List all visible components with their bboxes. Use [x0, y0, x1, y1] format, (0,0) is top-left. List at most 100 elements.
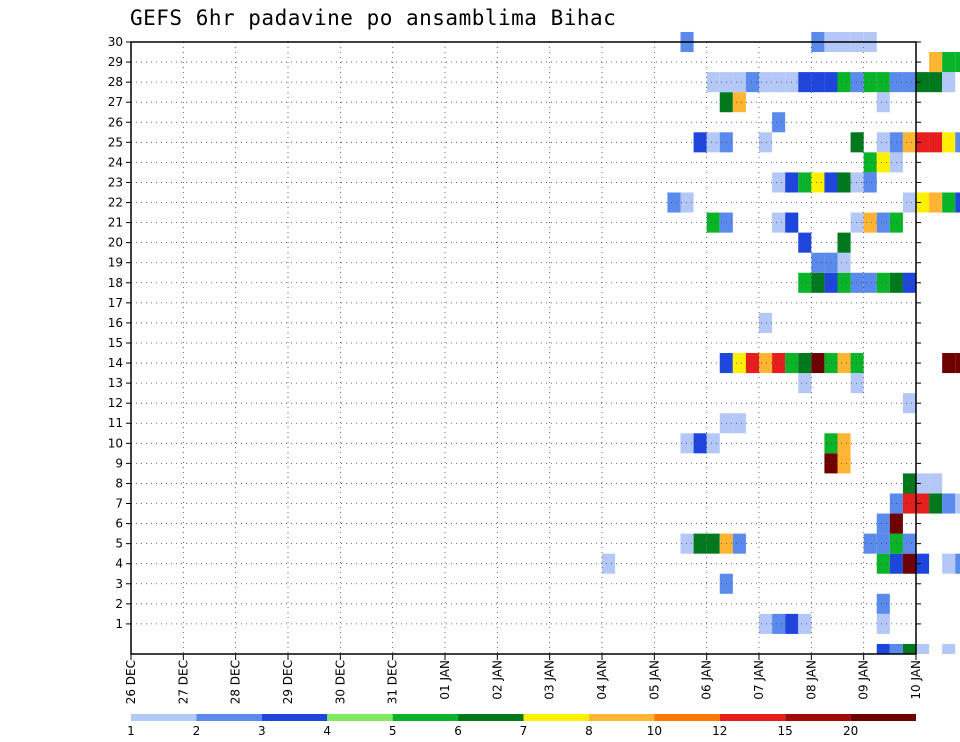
heatmap-cell — [942, 72, 956, 93]
heatmap-cell — [706, 72, 720, 93]
x-tick-label: 06 JAN — [700, 660, 714, 700]
heatmap-cell — [693, 433, 707, 454]
legend-swatch — [392, 714, 459, 721]
chart-title: GEFS 6hr padavine po ansamblima Bihac — [130, 6, 617, 30]
heatmap-cell — [824, 252, 838, 273]
heatmap-cell — [732, 413, 746, 434]
y-tick-label: 15 — [108, 336, 123, 350]
legend-swatch — [196, 714, 262, 721]
heatmap-cell — [955, 192, 960, 213]
heatmap-cell — [929, 493, 943, 514]
heatmap-cell — [850, 272, 864, 293]
y-tick-label: 20 — [108, 236, 123, 250]
heatmap-cell — [876, 92, 890, 113]
axes — [126, 41, 921, 660]
legend-label: 20 — [843, 724, 858, 738]
legend-swatch — [523, 714, 589, 721]
heatmap-cell — [837, 433, 851, 454]
heatmap-cell — [929, 473, 943, 494]
legend-label: 2 — [193, 724, 201, 738]
y-tick-label: 5 — [115, 537, 123, 551]
x-tick-label: 07 JAN — [752, 660, 766, 700]
heatmap-cell — [863, 533, 877, 554]
heatmap-cell — [902, 192, 916, 213]
x-tick-label: 31 DEC — [386, 660, 400, 704]
heatmap-cell — [876, 593, 890, 614]
y-tick-label: 11 — [108, 416, 123, 430]
heatmap-cell — [798, 373, 812, 394]
heatmap-cell — [955, 52, 960, 73]
y-tick-label: 12 — [108, 396, 123, 410]
heatmap-cell — [955, 553, 960, 574]
heatmap-cell — [706, 212, 720, 233]
legend-swatch — [654, 714, 720, 721]
heatmap-cell — [876, 72, 890, 93]
heatmap-cell — [759, 132, 773, 153]
gridlines — [131, 41, 916, 654]
x-tick-label: 02 JAN — [490, 660, 504, 700]
heatmap-cell — [706, 533, 720, 554]
y-tick-label: 16 — [108, 316, 123, 330]
heatmap-cell — [837, 353, 851, 374]
heatmap-cell — [824, 72, 838, 93]
x-tick-label: 01 JAN — [438, 660, 452, 700]
heatmap-cell — [693, 533, 707, 554]
x-tick-label: 26 DEC — [124, 660, 138, 704]
heatmap-cell — [876, 212, 890, 233]
y-tick-label: 19 — [108, 256, 123, 270]
heatmap-cell — [772, 172, 786, 193]
x-tick-label: 28 DEC — [229, 660, 243, 704]
heatmap-cell — [863, 272, 877, 293]
heatmap-cell — [902, 393, 916, 414]
heatmap-cell — [693, 132, 707, 153]
heatmap-cell — [824, 172, 838, 193]
heatmap-cell — [850, 172, 864, 193]
heatmap-cell — [837, 252, 851, 273]
heatmap-cell — [863, 72, 877, 93]
heatmap-cell — [824, 272, 838, 293]
heatmap-cell — [902, 643, 916, 654]
heatmap-cell — [876, 613, 890, 634]
heatmap-cell — [706, 433, 720, 454]
heatmap-cell — [680, 192, 694, 213]
heatmap-cell — [837, 272, 851, 293]
y-tick-label: 23 — [108, 175, 123, 189]
heatmap-cell — [759, 72, 773, 93]
heatmap-cell — [798, 72, 812, 93]
legend-label: 1 — [127, 724, 135, 738]
heatmap-cell — [811, 252, 825, 273]
heatmap-cell — [876, 643, 890, 654]
heatmap-cell — [772, 112, 786, 133]
heatmap-cells — [602, 31, 960, 654]
heatmap-cell — [732, 92, 746, 113]
y-tick-label: 28 — [108, 75, 123, 89]
y-tick-label: 1 — [115, 617, 123, 631]
heatmap-cell — [772, 72, 786, 93]
heatmap-cell — [942, 643, 956, 654]
heatmap-cell — [929, 132, 943, 153]
heatmap-cell — [732, 533, 746, 554]
x-tick-label: 10 JAN — [909, 660, 923, 700]
legend-label: 12 — [712, 724, 727, 738]
x-tick-label: 30 DEC — [333, 660, 347, 704]
heatmap-cell — [916, 473, 930, 494]
heatmap-cell — [863, 172, 877, 193]
heatmap-cell — [759, 353, 773, 374]
legend-swatch — [131, 714, 197, 721]
y-tick-label: 14 — [108, 356, 123, 370]
heatmap-cell — [916, 553, 930, 574]
heatmap-cell — [916, 643, 930, 654]
heatmap-cell — [929, 72, 943, 93]
color-legend: 1 2 3 4 5 6 7 8 10 12 15 20 — [127, 714, 916, 738]
x-tick-label: 03 JAN — [543, 660, 557, 700]
y-tick-label: 4 — [115, 557, 123, 571]
heatmap-cell — [916, 192, 930, 213]
heatmap-cell — [602, 553, 616, 574]
heatmap-cell — [811, 272, 825, 293]
heatmap-cell — [798, 272, 812, 293]
y-tick-label: 10 — [108, 436, 123, 450]
heatmap-cell — [863, 152, 877, 173]
heatmap-cell — [876, 152, 890, 173]
y-tick-label: 2 — [115, 597, 123, 611]
heatmap-cell — [811, 353, 825, 374]
